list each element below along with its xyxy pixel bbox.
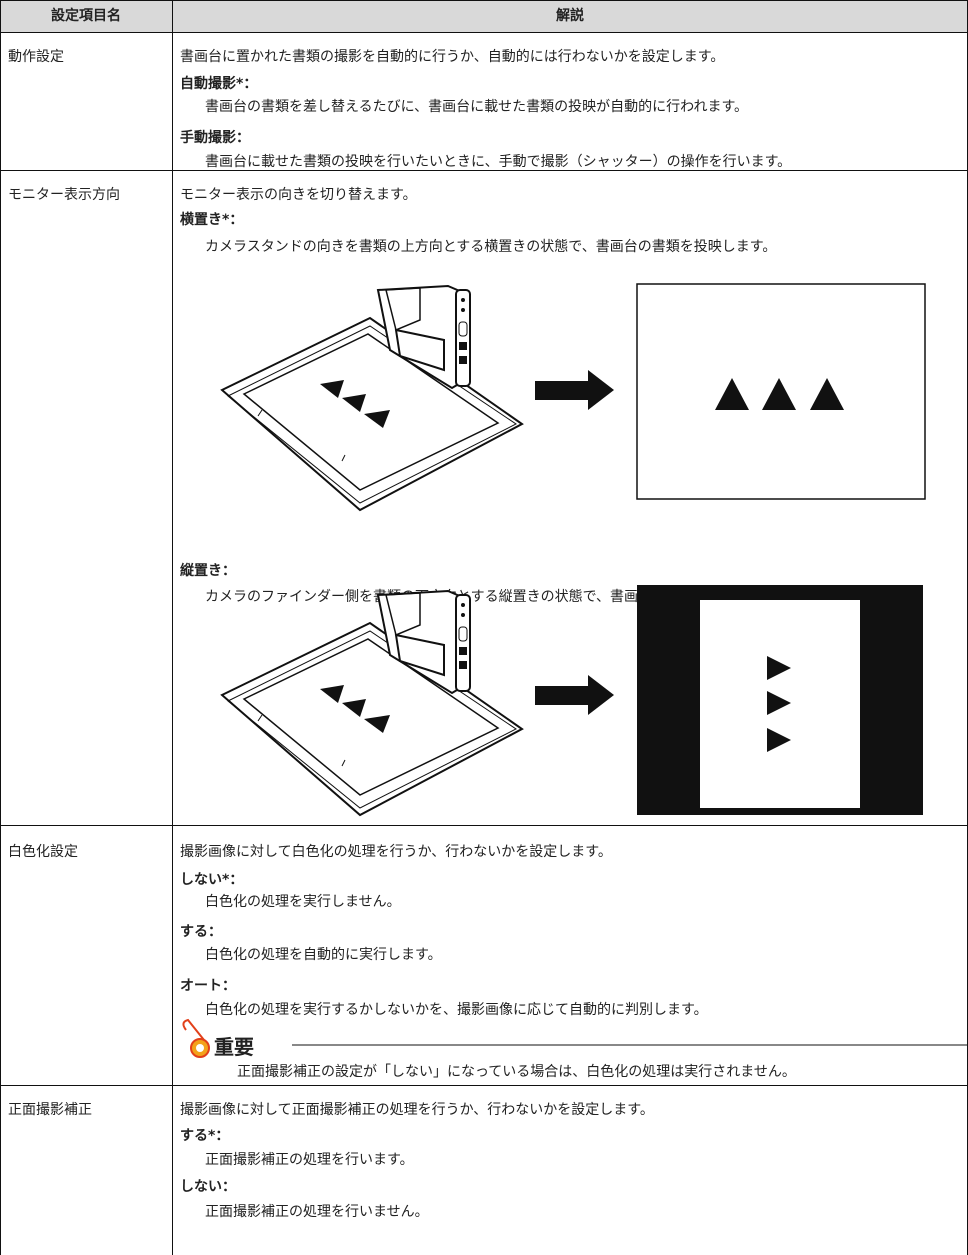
device-illustration bbox=[221, 590, 615, 816]
header-bg bbox=[0, 0, 968, 32]
option-label: 横置き*： bbox=[180, 212, 244, 228]
triangle-icon bbox=[810, 378, 844, 410]
option-label: 自動撮影*： bbox=[180, 76, 258, 92]
option-label: 縦置き： bbox=[180, 563, 236, 579]
option-label: オート： bbox=[180, 978, 236, 994]
option-text: 書画台の書類を差し替えるたびに、書画台に載せた書類の投映が自動的に行われます。 bbox=[205, 99, 749, 115]
option-label: する： bbox=[180, 924, 222, 940]
border bbox=[0, 0, 968, 1]
option-label: しない*： bbox=[180, 872, 244, 888]
item-name: モニター表示方向 bbox=[8, 187, 120, 203]
option-text: 正面撮影補正の処理を行いません。 bbox=[205, 1204, 429, 1220]
triangle-icon bbox=[715, 378, 749, 410]
triangle-icon bbox=[762, 378, 796, 410]
triangle-icon bbox=[767, 691, 791, 715]
note-icon bbox=[196, 1044, 204, 1052]
header-cell: 解説 bbox=[556, 8, 584, 24]
intro: 書画台に置かれた書類の撮影を自動的に行うか、自動的には行わないかを設定します。 bbox=[180, 49, 725, 65]
triangle-icon bbox=[767, 728, 791, 752]
option-text: 書画台に載せた書類の投映を行いたいときに、手動で撮影（シャッター）の操作を行いま… bbox=[205, 154, 792, 170]
border bbox=[172, 0, 173, 1255]
border bbox=[0, 170, 968, 171]
triangle-icon bbox=[767, 656, 791, 680]
border bbox=[0, 1085, 968, 1086]
option-text: 白色化の処理を自動的に実行します。 bbox=[205, 947, 442, 963]
note-title: 重要 bbox=[214, 1035, 254, 1059]
item-name: 正面撮影補正 bbox=[8, 1102, 92, 1118]
note-icon bbox=[182, 1018, 205, 1041]
option-text: 正面撮影補正の処理を行います。 bbox=[205, 1152, 414, 1168]
header-cell: 設定項目名 bbox=[51, 8, 121, 24]
option-text: 白色化の処理を実行しません。 bbox=[205, 894, 401, 910]
border bbox=[0, 32, 968, 33]
option-label: する*： bbox=[180, 1128, 230, 1144]
item-name: 動作設定 bbox=[8, 49, 64, 65]
intro: 撮影画像に対して白色化の処理を行うか、行わないかを設定します。 bbox=[180, 844, 612, 860]
option-label: しない： bbox=[180, 1179, 236, 1195]
option-label: 手動撮影： bbox=[180, 130, 250, 146]
intro: モニター表示の向きを切り替えます。 bbox=[180, 187, 417, 203]
device-illustration bbox=[221, 285, 615, 511]
border bbox=[0, 0, 1, 1255]
note-text: 正面撮影補正の設定が「しない」になっている場合は、白色化の処理は実行されません。 bbox=[237, 1064, 796, 1080]
border bbox=[0, 825, 968, 826]
option-text: カメラスタンドの向きを書類の上方向とする横置きの状態で、書画台の書類を投映します… bbox=[205, 239, 777, 255]
intro: 撮影画像に対して正面撮影補正の処理を行うか、行わないかを設定します。 bbox=[180, 1102, 654, 1118]
option-text: 白色化の処理を実行するかしないかを、撮影画像に応じて自動的に判別します。 bbox=[205, 1002, 708, 1018]
item-name: 白色化設定 bbox=[8, 844, 78, 860]
